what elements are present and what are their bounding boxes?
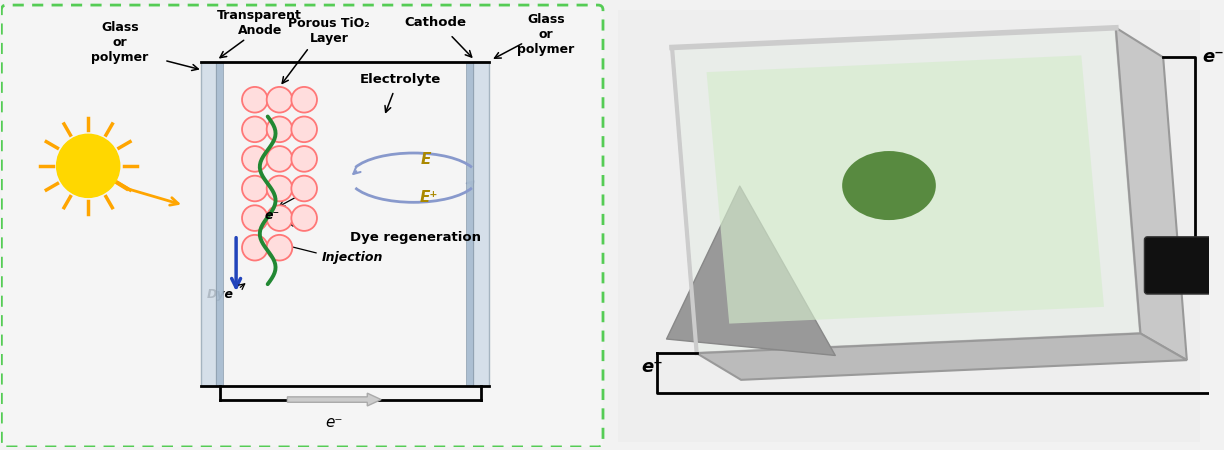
Circle shape bbox=[267, 176, 293, 201]
Text: e⁻: e⁻ bbox=[266, 209, 280, 222]
Text: e⁻: e⁻ bbox=[1203, 48, 1224, 66]
Polygon shape bbox=[1116, 28, 1187, 360]
Ellipse shape bbox=[842, 151, 936, 220]
Circle shape bbox=[242, 176, 268, 201]
Text: Glass
or
polymer: Glass or polymer bbox=[91, 21, 148, 64]
FancyBboxPatch shape bbox=[201, 62, 217, 386]
Text: Injection: Injection bbox=[322, 251, 383, 264]
Text: E: E bbox=[420, 153, 431, 167]
Text: Cathode: Cathode bbox=[404, 16, 466, 29]
Circle shape bbox=[242, 235, 268, 261]
Circle shape bbox=[291, 87, 317, 112]
FancyArrow shape bbox=[288, 393, 381, 406]
Text: Dye regeneration: Dye regeneration bbox=[350, 231, 481, 244]
FancyBboxPatch shape bbox=[1, 5, 603, 447]
Circle shape bbox=[267, 235, 293, 261]
Circle shape bbox=[291, 176, 317, 201]
Text: Transparent
Anode: Transparent Anode bbox=[218, 9, 302, 37]
Circle shape bbox=[267, 205, 293, 231]
FancyBboxPatch shape bbox=[1144, 237, 1218, 294]
Circle shape bbox=[242, 117, 268, 142]
Text: Electrolyte: Electrolyte bbox=[360, 72, 442, 86]
Circle shape bbox=[291, 117, 317, 142]
FancyBboxPatch shape bbox=[472, 62, 488, 386]
Polygon shape bbox=[672, 28, 1141, 353]
Circle shape bbox=[242, 146, 268, 172]
Circle shape bbox=[267, 117, 293, 142]
Polygon shape bbox=[696, 333, 1187, 380]
Circle shape bbox=[56, 134, 120, 198]
Text: e⁻: e⁻ bbox=[641, 358, 663, 376]
FancyBboxPatch shape bbox=[466, 62, 472, 386]
Circle shape bbox=[267, 146, 293, 172]
Circle shape bbox=[242, 87, 268, 112]
Circle shape bbox=[291, 146, 317, 172]
Polygon shape bbox=[706, 55, 1104, 324]
FancyBboxPatch shape bbox=[217, 62, 223, 386]
Circle shape bbox=[267, 87, 293, 112]
Text: e⁻: e⁻ bbox=[326, 415, 343, 430]
Circle shape bbox=[242, 205, 268, 231]
Circle shape bbox=[291, 205, 317, 231]
Text: Glass
or
polymer: Glass or polymer bbox=[518, 13, 574, 56]
FancyBboxPatch shape bbox=[618, 10, 1200, 442]
Text: Porous TiO₂
Layer: Porous TiO₂ Layer bbox=[288, 17, 370, 45]
Text: E⁺: E⁺ bbox=[420, 190, 438, 205]
Text: Dye: Dye bbox=[207, 288, 234, 301]
